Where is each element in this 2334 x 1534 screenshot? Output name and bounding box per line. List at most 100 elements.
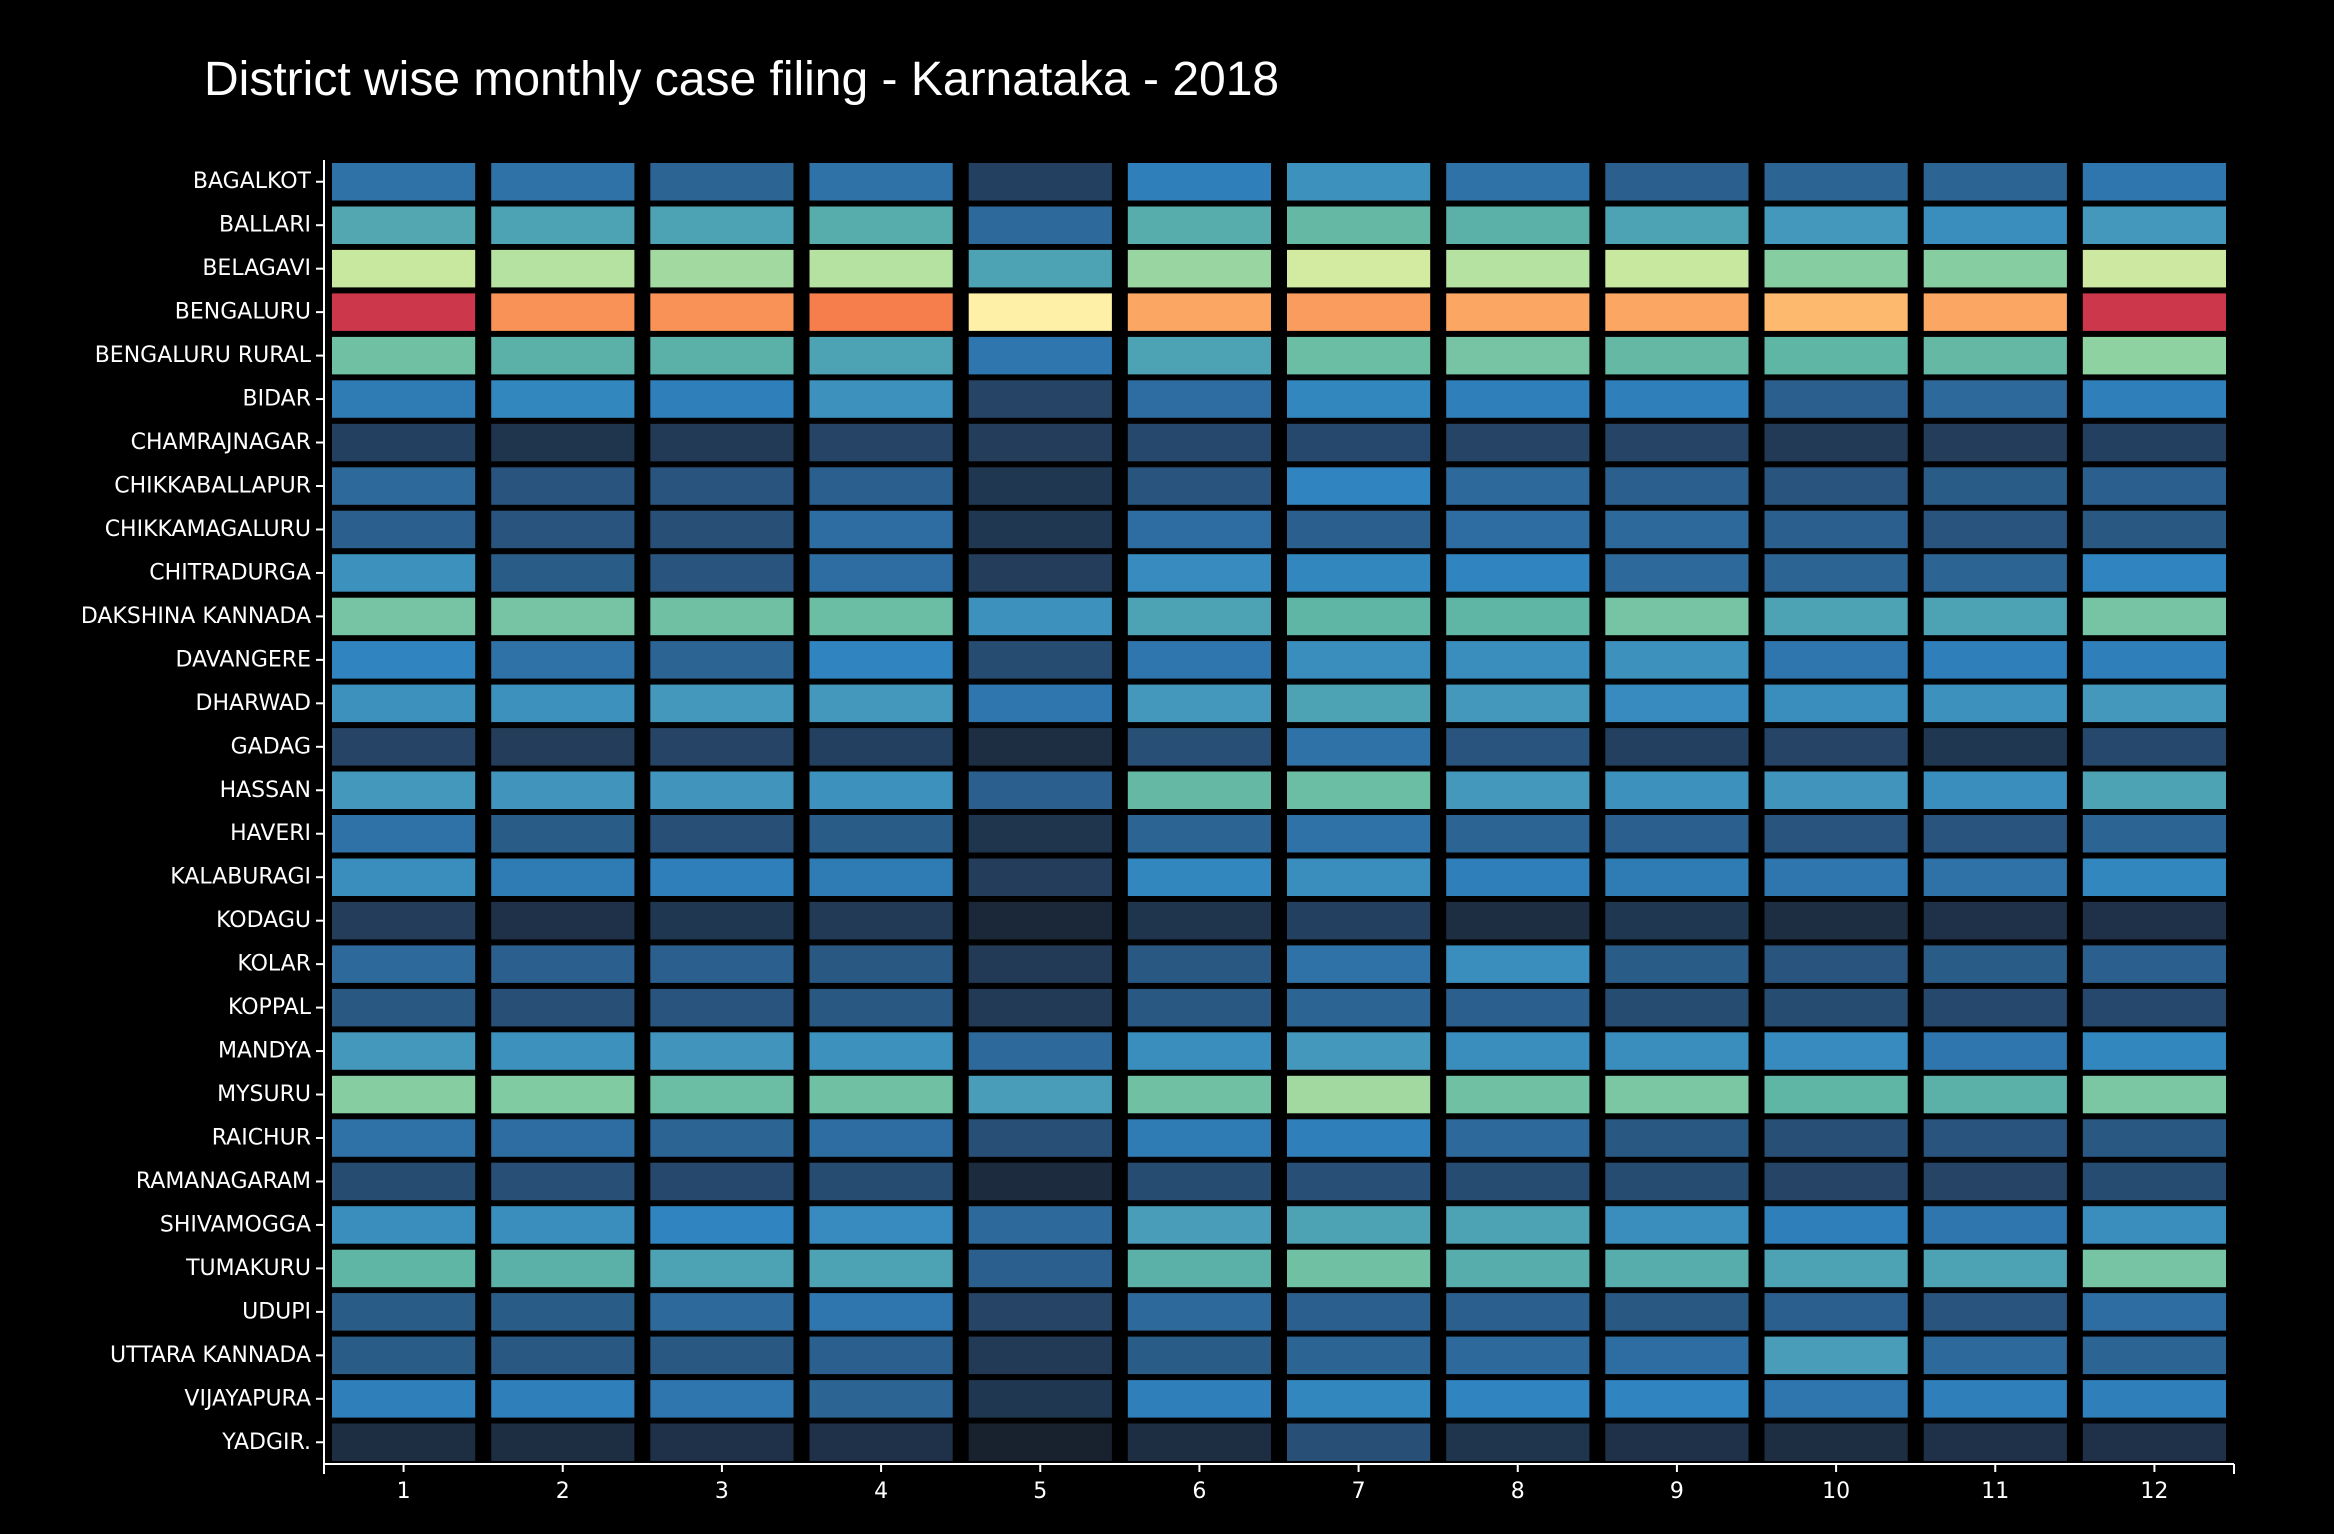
heatmap-cell [809, 945, 953, 983]
heatmap-cell [2082, 1380, 2226, 1418]
heatmap-cell [1605, 815, 1749, 853]
heatmap-cell [1127, 684, 1271, 723]
heatmap-cell [968, 554, 1112, 592]
heatmap-cell [2082, 1293, 2226, 1331]
heatmap-cell [1446, 815, 1590, 853]
x-tick-label: 5 [1033, 1479, 1047, 1504]
heatmap-cell [1446, 771, 1590, 809]
heatmap-cell [332, 467, 476, 505]
heatmap-cell [1764, 858, 1908, 896]
heatmap-cell [1127, 163, 1271, 201]
heatmap-cell [809, 163, 953, 201]
heatmap-cell [1446, 163, 1590, 201]
heatmap-cell [332, 554, 476, 592]
heatmap-cell [1127, 380, 1271, 418]
heatmap-cell [491, 641, 635, 679]
heatmap-cell [968, 206, 1112, 244]
heatmap-cell [1764, 728, 1908, 766]
heatmap-cell [968, 684, 1112, 723]
heatmap-cell [650, 206, 794, 244]
heatmap-cell [1287, 858, 1431, 896]
y-tick-label: SHIVAMOGGA [160, 1212, 311, 1237]
heatmap-cell [332, 163, 476, 201]
heatmap-cell [809, 1423, 953, 1461]
heatmap-cell [650, 1249, 794, 1288]
heatmap-cell [332, 945, 476, 983]
heatmap-cell [2082, 1119, 2226, 1157]
heatmap-cell [1923, 163, 2067, 201]
heatmap-cell [332, 1206, 476, 1244]
heatmap-cell [1446, 684, 1590, 723]
heatmap-cell [491, 467, 635, 505]
heatmap-cell [2082, 423, 2226, 462]
heatmap-cell [491, 163, 635, 201]
heatmap-cell [332, 1032, 476, 1070]
heatmap-cell [1446, 1380, 1590, 1418]
heatmap-cell [650, 684, 794, 723]
heatmap-cell [1923, 1249, 2067, 1288]
y-tick-label: KOPPAL [228, 995, 312, 1020]
heatmap-cell [491, 1293, 635, 1331]
heatmap-cell [1127, 467, 1271, 505]
x-tick-label: 3 [715, 1479, 729, 1504]
heatmap-cell [332, 206, 476, 244]
heatmap-cell [1287, 554, 1431, 592]
heatmap-cell [650, 1336, 794, 1375]
heatmap-cell [1923, 1336, 2067, 1375]
heatmap-cell [1923, 1423, 2067, 1461]
heatmap-cell [1764, 1075, 1908, 1114]
heatmap-cell [1764, 597, 1908, 636]
heatmap-cell [1287, 597, 1431, 636]
heatmap-cell [491, 1423, 635, 1461]
heatmap-cell [1764, 641, 1908, 679]
heatmap-cell [2082, 206, 2226, 244]
heatmap-cell [1446, 554, 1590, 592]
heatmap-cell [1127, 858, 1271, 896]
heatmap-cell [2082, 597, 2226, 636]
heatmap-cell [650, 771, 794, 809]
heatmap-cell [1446, 1162, 1590, 1201]
heatmap-cell [809, 1293, 953, 1331]
heatmap-cell [1287, 815, 1431, 853]
heatmap-cell [968, 1162, 1112, 1201]
heatmap-cell [1127, 336, 1271, 375]
x-tick-label: 1 [397, 1479, 411, 1504]
heatmap-cell [2082, 1423, 2226, 1461]
heatmap-cell [2082, 771, 2226, 809]
heatmap-cell [2082, 293, 2226, 331]
x-tick-label: 8 [1511, 1479, 1525, 1504]
heatmap-cell [968, 249, 1112, 288]
heatmap-cell [332, 380, 476, 418]
x-tick-label: 9 [1670, 1479, 1684, 1504]
y-tick-label: HAVERI [230, 821, 311, 846]
heatmap-cell [1446, 945, 1590, 983]
heatmap-cell [1605, 1206, 1749, 1244]
heatmap-cell [650, 1119, 794, 1157]
y-axis: BAGALKOT BALLARI BELAGAVI BENGALURU BENGALUR… [81, 160, 325, 1464]
heatmap-cell [650, 249, 794, 288]
y-tick-label: BAGALKOT [193, 169, 312, 194]
y-tick-label: BENGALURU RURAL [95, 343, 312, 368]
heatmap-cell [1446, 597, 1590, 636]
heatmap-cell [1287, 1119, 1431, 1157]
heatmap-cell [809, 1075, 953, 1114]
heatmap-cell [491, 249, 635, 288]
y-tick-label: BELAGAVI [202, 256, 311, 281]
heatmap-cell [809, 858, 953, 896]
heatmap-cell [1605, 1336, 1749, 1375]
heatmap-cell [1287, 1336, 1431, 1375]
heatmap-cell [332, 815, 476, 853]
heatmap-cell [1764, 945, 1908, 983]
heatmap-cell [2082, 988, 2226, 1027]
heatmap-cell [332, 249, 476, 288]
heatmap-cell [1446, 988, 1590, 1027]
heatmap-cell [1764, 1162, 1908, 1201]
heatmap-cell [1764, 771, 1908, 809]
heatmap-cell [1605, 510, 1749, 549]
heatmap-cell [1446, 249, 1590, 288]
heatmap-cell [1605, 1423, 1749, 1461]
heatmap-cell [1923, 1032, 2067, 1070]
heatmap-cell [1127, 771, 1271, 809]
heatmap-cell [1287, 1162, 1431, 1201]
